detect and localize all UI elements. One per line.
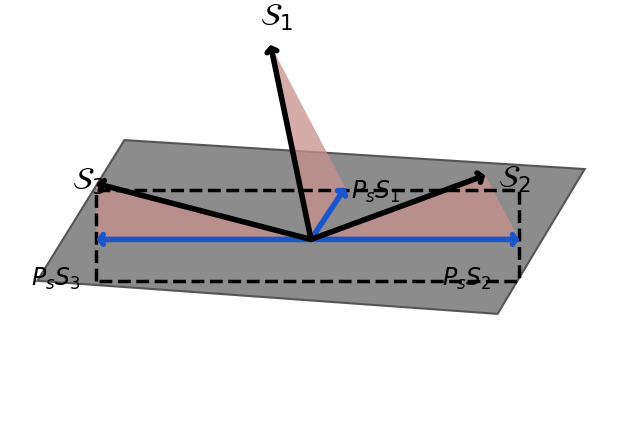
Text: $\mathcal{S}_3$: $\mathcal{S}_3$ (72, 166, 105, 197)
Text: $\mathcal{S}_2$: $\mathcal{S}_2$ (498, 164, 531, 195)
Polygon shape (37, 140, 585, 314)
Polygon shape (271, 45, 345, 240)
Text: $P_s S_1$: $P_s S_1$ (351, 179, 401, 205)
Text: $P_s S_2$: $P_s S_2$ (442, 266, 491, 293)
Polygon shape (311, 175, 519, 240)
Text: $P_s S_3$: $P_s S_3$ (31, 266, 81, 293)
Polygon shape (96, 184, 311, 240)
Text: $\mathcal{S}_1$: $\mathcal{S}_1$ (260, 1, 294, 32)
